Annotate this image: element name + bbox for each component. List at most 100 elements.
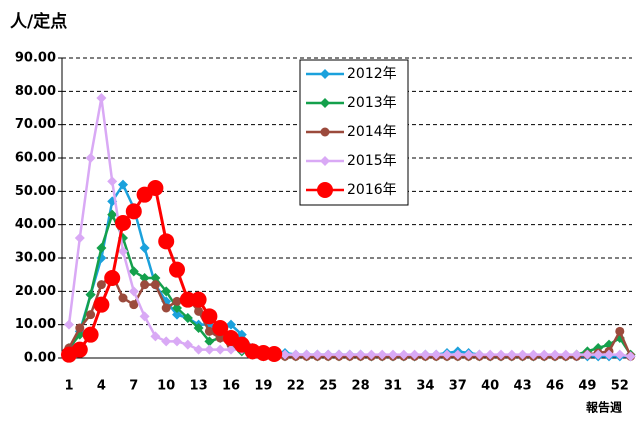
marker: [344, 349, 355, 360]
x-tick-label: 1: [64, 379, 73, 394]
x-tick-label: 28: [352, 379, 370, 394]
marker: [172, 336, 182, 347]
marker: [266, 346, 283, 362]
marker: [409, 349, 420, 360]
marker: [485, 349, 496, 360]
marker: [582, 349, 593, 360]
x-tick-label: 40: [481, 379, 499, 394]
legend-label: 2015年: [347, 153, 397, 169]
marker: [158, 233, 175, 250]
x-tick-label: 25: [319, 379, 337, 394]
marker: [496, 349, 506, 360]
marker: [204, 326, 214, 336]
y-tick-label: 30.00: [15, 251, 56, 266]
marker: [115, 215, 131, 231]
marker: [204, 344, 215, 355]
marker: [334, 349, 344, 360]
marker: [139, 273, 150, 283]
marker: [96, 243, 107, 253]
y-tick-label: 90.00: [15, 51, 56, 66]
x-tick-label: 46: [546, 379, 564, 394]
marker: [128, 266, 139, 277]
marker: [280, 349, 290, 360]
marker: [161, 286, 172, 297]
marker: [517, 349, 528, 360]
marker: [190, 291, 207, 308]
marker: [301, 349, 312, 360]
marker: [528, 349, 539, 360]
marker: [93, 296, 110, 313]
marker: [320, 98, 330, 108]
marker: [193, 323, 204, 333]
marker: [215, 344, 226, 355]
marker: [139, 311, 150, 322]
marker: [150, 280, 160, 290]
marker: [194, 306, 204, 316]
x-tick-label: 13: [190, 379, 208, 394]
y-tick-label: 70.00: [15, 117, 56, 132]
marker: [226, 344, 236, 355]
marker: [398, 349, 409, 360]
marker: [150, 331, 161, 342]
marker: [431, 349, 442, 360]
marker: [75, 323, 85, 333]
marker: [593, 349, 604, 360]
marker: [64, 319, 74, 330]
marker: [172, 309, 182, 320]
marker: [172, 296, 182, 306]
marker: [290, 349, 301, 360]
marker: [71, 341, 88, 358]
marker: [560, 349, 571, 360]
marker: [615, 326, 625, 336]
marker: [226, 319, 236, 330]
marker: [172, 303, 182, 313]
marker: [118, 179, 128, 190]
marker: [150, 273, 161, 283]
marker: [139, 243, 150, 253]
marker: [550, 349, 560, 360]
marker: [323, 349, 334, 360]
legend-label: 2012年: [347, 66, 397, 82]
marker: [193, 344, 204, 355]
marker: [204, 336, 215, 347]
legend-label: 2016年: [347, 182, 397, 198]
marker: [161, 303, 171, 313]
marker: [366, 349, 377, 360]
y-tick-label: 40.00: [15, 217, 56, 232]
marker: [125, 203, 142, 220]
legend: 2012年 2013年 2014年 2015年 2016年: [299, 59, 409, 206]
marker: [625, 351, 636, 362]
marker: [474, 349, 485, 360]
x-tick-label: 4: [97, 379, 106, 394]
marker: [82, 326, 99, 343]
marker: [161, 336, 172, 347]
legend-label: 2014年: [347, 124, 397, 140]
marker: [147, 180, 164, 196]
marker: [506, 349, 517, 360]
x-tick-label: 19: [254, 379, 272, 394]
marker: [182, 313, 193, 323]
marker: [539, 349, 550, 360]
x-tick-label: 22: [287, 379, 305, 394]
marker: [85, 289, 96, 300]
marker: [420, 349, 431, 360]
marker: [388, 349, 398, 360]
x-tick-label: 10: [157, 379, 175, 394]
marker: [215, 333, 225, 343]
marker: [85, 153, 96, 163]
marker: [571, 349, 582, 360]
marker: [452, 349, 463, 360]
marker: [312, 349, 323, 360]
x-tick-label: 37: [449, 379, 467, 394]
x-tick-label: 7: [129, 379, 138, 394]
x-tick-label: 16: [222, 379, 240, 394]
marker: [355, 349, 366, 360]
legend-label: 2013年: [347, 95, 397, 111]
y-tick-label: 10.00: [15, 317, 56, 332]
y-tick-label: 80.00: [15, 84, 56, 99]
marker: [182, 339, 193, 350]
marker: [86, 310, 96, 320]
marker: [96, 93, 107, 103]
marker: [377, 349, 388, 360]
